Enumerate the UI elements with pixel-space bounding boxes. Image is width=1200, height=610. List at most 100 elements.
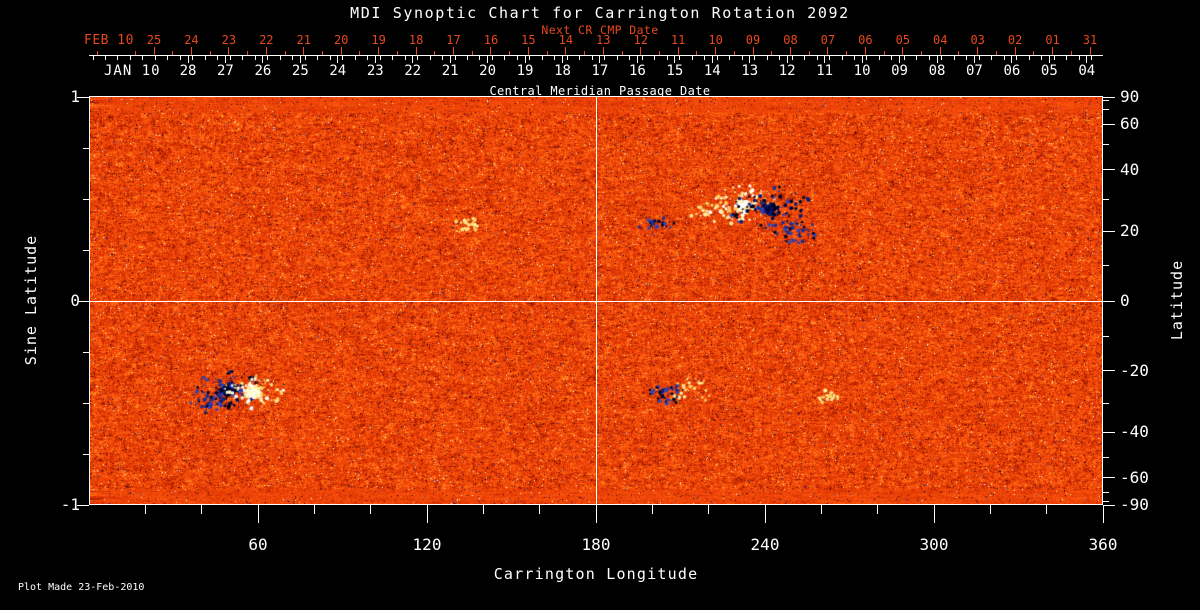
- cmp-major-tick: [1048, 56, 1050, 63]
- left-minor-tick: [83, 147, 89, 149]
- right-minor-tick: [1103, 456, 1109, 458]
- next-cr-day-label: 16: [483, 33, 499, 47]
- right-tick-label: 90: [1120, 87, 1140, 106]
- x-major-tick: [1102, 505, 1104, 523]
- cmp-minor-tick: [878, 56, 880, 60]
- right-minor-tick: [1103, 335, 1109, 337]
- cmp-minor-tick: [791, 56, 793, 60]
- next-cr-day-label: 06: [858, 33, 873, 47]
- next-cr-day-label: 22: [259, 33, 274, 47]
- cmp-minor-tick: [579, 56, 581, 60]
- cmp-minor-tick: [966, 56, 968, 60]
- cmp-day-label: 22: [404, 63, 422, 79]
- cmp-day-label: 28: [179, 63, 197, 79]
- cmp-minor-tick: [691, 56, 693, 60]
- cmp-minor-tick: [1041, 56, 1043, 60]
- x-minor-tick: [989, 505, 991, 514]
- cmp-minor-tick: [379, 56, 381, 60]
- next-cr-day-label: 12: [633, 33, 648, 47]
- cmp-minor-tick: [154, 56, 156, 60]
- cmp-minor-tick: [779, 56, 781, 60]
- right-minor-tick: [1103, 99, 1109, 101]
- next-cr-major-tick: [1014, 47, 1016, 55]
- cmp-major-tick: [187, 56, 189, 63]
- cmp-minor-tick: [342, 56, 344, 60]
- cmp-day-label: 05: [1040, 63, 1058, 79]
- next-cr-major-tick: [677, 47, 679, 55]
- plot-made-label: Plot Made 23-Feb-2010: [18, 582, 145, 593]
- cmp-day-label: 23: [366, 63, 384, 79]
- next-cr-major-tick: [752, 47, 754, 55]
- cmp-minor-tick: [754, 56, 756, 60]
- cmp-day-label: 18: [554, 63, 571, 79]
- grid-line-equator: [90, 301, 1102, 302]
- cmp-minor-tick: [454, 56, 456, 60]
- cmp-minor-tick: [953, 56, 955, 60]
- cmp-minor-tick: [1091, 56, 1093, 60]
- right-minor-tick: [1103, 501, 1109, 503]
- right-major-tick: [1103, 370, 1115, 372]
- cmp-minor-tick: [941, 56, 943, 60]
- x-tick-label: 360: [1088, 535, 1118, 554]
- right-minor-tick: [1103, 108, 1109, 110]
- cmp-minor-tick: [354, 56, 356, 60]
- cmp-day-label: 19: [516, 63, 534, 79]
- cmp-minor-tick: [654, 56, 656, 60]
- cmp-major-tick: [899, 56, 901, 63]
- next-cr-minor-tick: [471, 51, 473, 55]
- cmp-day-label: 04: [1078, 63, 1096, 79]
- feb-month-label: FEB 10: [84, 33, 134, 48]
- right-minor-tick: [1103, 265, 1109, 267]
- next-cr-minor-tick: [322, 51, 323, 55]
- chart-title: MDI Synoptic Chart for Carrington Rotati…: [350, 4, 850, 22]
- next-cr-day-label: 25: [146, 33, 162, 47]
- left-major-tick: [77, 300, 89, 302]
- next-cr-minor-tick: [771, 51, 773, 55]
- next-cr-minor-tick: [1070, 51, 1072, 55]
- cmp-minor-tick: [179, 56, 181, 60]
- cmp-day-label: 10: [853, 63, 871, 79]
- next-cr-major-tick: [303, 47, 305, 55]
- cmp-major-tick: [711, 56, 713, 63]
- next-cr-major-tick: [378, 47, 380, 55]
- x-minor-tick: [201, 505, 203, 514]
- next-cr-day-label: 08: [783, 33, 798, 47]
- cmp-minor-tick: [229, 56, 231, 60]
- cmp-major-tick: [262, 56, 264, 63]
- cmp-minor-tick: [242, 56, 244, 60]
- next-cr-major-tick: [1052, 47, 1054, 55]
- cmp-major-tick: [299, 56, 301, 63]
- next-cr-major-tick: [565, 47, 567, 55]
- next-cr-minor-tick: [696, 51, 698, 55]
- next-cr-minor-tick: [621, 51, 623, 55]
- cmp-minor-tick: [129, 56, 131, 60]
- next-cr-day-label: 23: [221, 33, 237, 47]
- cmp-minor-tick: [741, 56, 743, 60]
- next-cr-major-tick: [1089, 47, 1091, 55]
- cmp-minor-tick: [616, 56, 618, 60]
- cmp-minor-tick: [429, 56, 431, 60]
- x-major-tick: [595, 505, 597, 523]
- cmp-day-label: 11: [816, 63, 834, 79]
- cmp-day-label: 09: [891, 63, 908, 79]
- next-cr-minor-tick: [995, 51, 997, 55]
- next-cr-day-label: 19: [371, 33, 386, 47]
- jan-month-label: JAN 10: [104, 63, 161, 79]
- cmp-minor-tick: [367, 56, 369, 60]
- cmp-major-tick: [824, 56, 826, 63]
- right-tick-label: 60: [1120, 114, 1140, 134]
- cmp-day-label: 12: [778, 63, 796, 79]
- right-tick-label: -60: [1120, 467, 1149, 487]
- cmp-minor-tick: [829, 56, 831, 60]
- cmp-minor-tick: [604, 56, 606, 60]
- cmp-day-label: 25: [291, 63, 309, 79]
- next-cr-day-label: 13: [596, 33, 611, 47]
- cmp-day-label: 13: [741, 63, 759, 79]
- cmp-minor-tick: [142, 56, 144, 60]
- next-cr-minor-tick: [733, 51, 735, 55]
- left-minor-tick: [83, 351, 89, 353]
- right-major-tick: [1103, 477, 1115, 479]
- cmp-minor-tick: [729, 56, 731, 60]
- next-cr-day-label: 01: [1045, 33, 1060, 47]
- right-tick-label: 20: [1120, 221, 1140, 241]
